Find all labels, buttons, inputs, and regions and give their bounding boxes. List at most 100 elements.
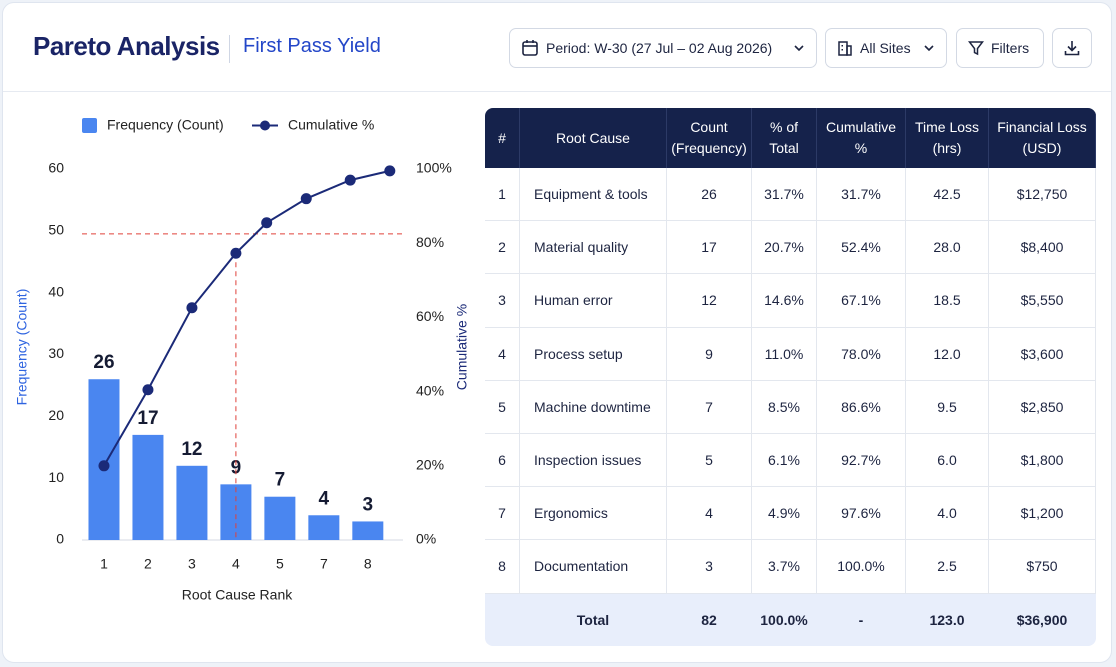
column-header: Time Loss (hrs) — [905, 108, 989, 168]
table-row: 4 Process setup 9 11.0% 78.0% 12.0 $3,600 — [485, 327, 1096, 381]
table-cell: 3 — [666, 539, 752, 594]
table-cell: 2.5 — [905, 539, 989, 594]
table-cell: 3.7% — [751, 539, 817, 594]
table-cell: 17 — [666, 220, 752, 275]
bar-value-label: 17 — [137, 408, 158, 429]
total-cell: 123.0 — [905, 593, 989, 646]
table-cell: 92.7% — [816, 433, 906, 488]
total-cell: Total — [519, 593, 667, 646]
table-cell: 8.5% — [751, 380, 817, 434]
y-tick-label: 10 — [48, 469, 64, 485]
table-cell: 4.9% — [751, 486, 817, 541]
download-button[interactable] — [1052, 28, 1092, 68]
bar-value-label: 12 — [181, 439, 202, 460]
table-cell: Process setup — [519, 327, 667, 381]
table-cell: 86.6% — [816, 380, 906, 434]
table-cell: $3,600 — [988, 327, 1096, 381]
table-cell: 42.5 — [905, 168, 989, 222]
table-cell: $1,200 — [988, 486, 1096, 541]
table-cell: 1 — [485, 168, 520, 222]
bar — [176, 465, 208, 540]
building-icon — [838, 41, 852, 56]
sites-selector[interactable]: All Sites — [825, 28, 947, 68]
y2-tick-label: 60% — [416, 308, 444, 324]
sites-label: All Sites — [860, 40, 911, 56]
cumulative-point — [98, 460, 110, 472]
table-cell: 2 — [485, 220, 520, 275]
period-selector[interactable]: Period: W-30 (27 Jul – 02 Aug 2026) — [509, 28, 817, 68]
bar-value-label: 9 — [231, 457, 242, 478]
pareto-table: # Root Cause Count (Frequency)% of Total Cu… — [485, 108, 1096, 646]
bar — [264, 496, 296, 540]
table-row: 8 Documentation 3 3.7% 100.0% 2.5 $750 — [485, 539, 1096, 594]
cumulative-point — [300, 193, 312, 205]
table-cell: Equipment & tools — [519, 168, 667, 222]
table-cell: 9 — [666, 327, 752, 381]
x-tick-label: 2 — [144, 556, 152, 572]
column-header: Root Cause — [519, 108, 667, 168]
table-cell: $5,550 — [988, 273, 1096, 328]
table-row: 2 Material quality 17 20.7% 52.4% 28.0 $8,400 — [485, 220, 1096, 275]
table-cell: 78.0% — [816, 327, 906, 381]
x-axis-label: Root Cause Rank — [182, 587, 294, 603]
x-tick-label: 1 — [100, 556, 108, 572]
table-cell: 28.0 — [905, 220, 989, 275]
table-cell: 11.0% — [751, 327, 817, 381]
x-tick-label: 8 — [364, 556, 372, 572]
bar — [88, 379, 120, 540]
table-cell: 100.0% — [816, 539, 906, 594]
filter-icon — [968, 41, 984, 56]
table-cell: 7 — [666, 380, 752, 434]
table-cell: 6.1% — [751, 433, 817, 488]
chevron — [924, 45, 934, 52]
table-cell — [485, 593, 520, 646]
table-row: 7 Ergonomics 4 4.9% 97.6% 4.0 $1,200 — [485, 486, 1096, 541]
y2-tick-label: 100% — [416, 160, 452, 176]
filters-button[interactable]: Filters — [956, 28, 1044, 68]
cumulative-point — [384, 165, 396, 177]
y2-tick-label: 20% — [416, 457, 444, 473]
column-header: Cumulative % — [816, 108, 906, 168]
y2-tick-label: 40% — [416, 382, 444, 398]
page-title: Pareto Analysis — [33, 31, 220, 61]
cumulative-point — [344, 174, 356, 186]
table-cell: $750 — [988, 539, 1096, 594]
table-row: 1 Equipment & tools 26 31.7% 31.7% 42.5 $12,75… — [485, 168, 1096, 222]
table-cell: 18.5 — [905, 273, 989, 328]
table-cell: Machine downtime — [519, 380, 667, 434]
column-header: % of Total — [751, 108, 817, 168]
table-cell: $12,750 — [988, 168, 1096, 222]
table-cell: Human error — [519, 273, 667, 328]
table-cell: Documentation — [519, 539, 667, 594]
table-cell: Inspection issues — [519, 433, 667, 488]
y2-axis-label: Cumulative % — [454, 304, 470, 390]
bar — [220, 484, 252, 540]
table-cell: 6 — [485, 433, 520, 488]
table-cell: 4.0 — [905, 486, 989, 541]
table-cell: 26 — [666, 168, 752, 222]
table-row: 5 Machine downtime 7 8.5% 86.6% 9.5 $2,850 — [485, 380, 1096, 434]
x-tick-label: 5 — [276, 556, 284, 572]
column-header: # — [485, 108, 520, 168]
total-cell: - — [816, 593, 906, 646]
table-cell: 5 — [666, 433, 752, 488]
x-tick-label: 3 — [188, 556, 196, 572]
y2-tick-label: 0% — [416, 531, 436, 547]
table-cell: Material quality — [519, 220, 667, 275]
bar — [132, 434, 164, 540]
cumulative-line — [103, 169, 391, 467]
table-cell: 20.7% — [751, 220, 817, 275]
y-tick-label: 50 — [48, 222, 64, 238]
calendar-icon — [522, 40, 538, 56]
x-tick-label: 7 — [320, 556, 328, 572]
table-cell: 52.4% — [816, 220, 906, 275]
table-cell: 12 — [666, 273, 752, 328]
bar — [308, 515, 340, 540]
period-label: Period: W-30 (27 Jul – 02 Aug 2026) — [546, 40, 773, 56]
table-cell: 67.1% — [816, 273, 906, 328]
cumulative-point — [142, 384, 154, 396]
bar-value-label: 7 — [275, 470, 286, 491]
table-cell: 14.6% — [751, 273, 817, 328]
table-cell: 9.5 — [905, 380, 989, 434]
